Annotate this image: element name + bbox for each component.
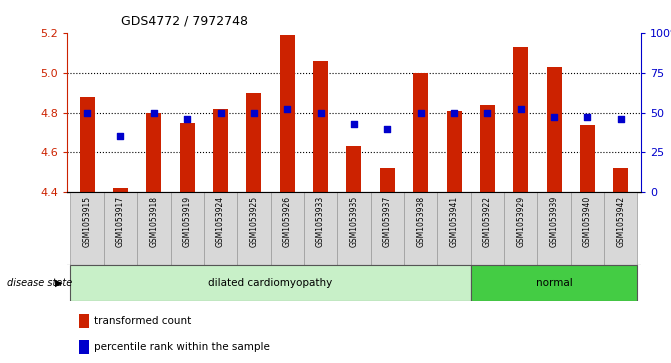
Text: GSM1053919: GSM1053919 — [183, 196, 192, 247]
Bar — [470, 192, 504, 265]
Bar — [480, 105, 495, 192]
Bar — [446, 111, 462, 192]
Point — [549, 114, 560, 120]
Bar — [304, 192, 338, 265]
Text: GSM1053933: GSM1053933 — [316, 196, 325, 247]
Bar — [338, 192, 370, 265]
Bar — [346, 147, 362, 192]
Text: GSM1053938: GSM1053938 — [416, 196, 425, 247]
Point — [615, 116, 626, 122]
Point — [415, 110, 426, 115]
Bar — [547, 67, 562, 192]
Text: GSM1053935: GSM1053935 — [350, 196, 358, 247]
Point — [582, 114, 592, 120]
Text: GSM1053917: GSM1053917 — [116, 196, 125, 247]
Text: dilated cardiomyopathy: dilated cardiomyopathy — [209, 278, 333, 288]
Text: GSM1053941: GSM1053941 — [450, 196, 458, 247]
Bar — [380, 168, 395, 192]
Bar — [137, 192, 170, 265]
Bar — [70, 265, 470, 301]
Bar — [80, 97, 95, 192]
Bar — [571, 192, 604, 265]
Point — [349, 121, 360, 127]
Point — [115, 134, 126, 139]
Text: GSM1053925: GSM1053925 — [250, 196, 258, 247]
Bar — [504, 192, 537, 265]
Bar — [580, 125, 595, 192]
Bar — [213, 109, 228, 192]
Text: GSM1053924: GSM1053924 — [216, 196, 225, 247]
Text: GSM1053918: GSM1053918 — [150, 196, 158, 247]
Bar — [180, 123, 195, 192]
Point — [248, 110, 259, 115]
Bar — [246, 93, 262, 192]
Point — [282, 106, 293, 112]
Text: GSM1053937: GSM1053937 — [383, 196, 392, 247]
Point — [515, 106, 526, 112]
Bar — [613, 168, 628, 192]
Text: GSM1053915: GSM1053915 — [83, 196, 92, 247]
Bar — [604, 192, 637, 265]
Bar — [437, 192, 470, 265]
Text: transformed count: transformed count — [94, 316, 191, 326]
Point — [449, 110, 460, 115]
Bar — [404, 192, 437, 265]
Bar — [146, 113, 161, 192]
Bar — [104, 192, 137, 265]
Point — [315, 110, 326, 115]
Point — [382, 126, 393, 131]
Bar — [537, 192, 571, 265]
Bar — [413, 73, 428, 192]
Text: GSM1053940: GSM1053940 — [583, 196, 592, 247]
Bar — [70, 192, 104, 265]
Bar — [238, 192, 270, 265]
Bar — [79, 340, 89, 354]
Point — [148, 110, 159, 115]
Bar — [270, 192, 304, 265]
Text: disease state: disease state — [7, 278, 72, 288]
Bar — [280, 34, 295, 192]
Bar — [79, 314, 89, 328]
Point — [82, 110, 93, 115]
Bar — [313, 61, 328, 192]
Bar — [513, 47, 528, 192]
Text: GSM1053939: GSM1053939 — [550, 196, 558, 247]
Text: normal: normal — [535, 278, 572, 288]
Bar — [170, 192, 204, 265]
Text: GSM1053942: GSM1053942 — [616, 196, 625, 247]
Text: GSM1053922: GSM1053922 — [483, 196, 492, 247]
Text: GSM1053929: GSM1053929 — [516, 196, 525, 247]
Point — [482, 110, 493, 115]
Bar — [370, 192, 404, 265]
Point — [182, 116, 193, 122]
Text: GSM1053926: GSM1053926 — [282, 196, 292, 247]
Text: percentile rank within the sample: percentile rank within the sample — [94, 342, 270, 352]
Text: GDS4772 / 7972748: GDS4772 / 7972748 — [121, 15, 248, 28]
Text: ▶: ▶ — [55, 278, 62, 288]
Point — [215, 110, 226, 115]
Bar — [470, 265, 637, 301]
Bar — [204, 192, 238, 265]
Bar — [113, 188, 128, 192]
